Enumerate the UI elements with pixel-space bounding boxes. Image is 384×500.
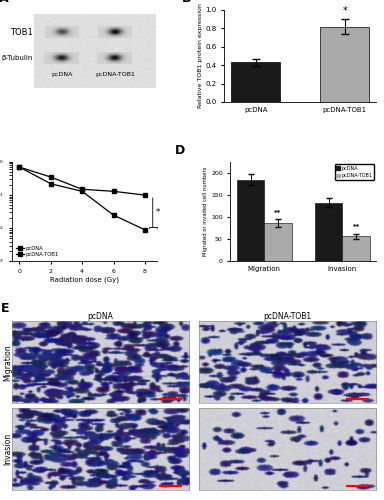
pcDNA	[17, 164, 22, 170]
Bar	[231, 62, 280, 102]
Text: **: **	[275, 210, 281, 216]
pcDNA-TOB1	[48, 180, 53, 186]
pcDNA	[142, 192, 147, 198]
Text: β-Tubulin: β-Tubulin	[2, 55, 33, 61]
pcDNA-TOB1	[80, 188, 84, 194]
Y-axis label: Migration: Migration	[3, 344, 12, 381]
pcDNA	[48, 174, 53, 180]
Bar	[264, 223, 292, 262]
Text: *: *	[343, 6, 347, 16]
pcDNA-TOB1	[142, 227, 147, 233]
Line: pcDNA-TOB1: pcDNA-TOB1	[18, 166, 147, 232]
Text: E: E	[1, 302, 9, 314]
Text: A: A	[0, 0, 9, 6]
pcDNA	[80, 186, 84, 192]
Legend: pcDNA, pcDNA-TOB1: pcDNA, pcDNA-TOB1	[14, 244, 61, 259]
Text: B: B	[182, 0, 191, 6]
Text: TOB1: TOB1	[10, 28, 33, 38]
Bar	[320, 26, 369, 102]
pcDNA-TOB1	[17, 164, 22, 170]
Text: D: D	[175, 144, 185, 157]
Y-axis label: Invasion: Invasion	[3, 433, 12, 465]
Y-axis label: Relative TOB1 protein expression: Relative TOB1 protein expression	[198, 4, 203, 108]
X-axis label: Radiation dose (Gy): Radiation dose (Gy)	[50, 277, 119, 283]
Text: pcDNA-TOB1: pcDNA-TOB1	[95, 72, 135, 76]
Title: pcDNA-TOB1: pcDNA-TOB1	[264, 312, 312, 320]
Bar	[237, 180, 264, 262]
pcDNA-TOB1	[111, 212, 116, 218]
Legend: pcDNA, pcDNA-TOB1: pcDNA, pcDNA-TOB1	[334, 164, 374, 180]
Text: *: *	[156, 208, 160, 217]
pcDNA	[111, 188, 116, 194]
Bar	[315, 202, 343, 262]
Bar	[343, 236, 370, 262]
Text: **: **	[353, 224, 360, 230]
Text: pcDNA: pcDNA	[51, 72, 72, 76]
Y-axis label: Migrated or invaded cell numbers: Migrated or invaded cell numbers	[203, 167, 208, 256]
Title: pcDNA: pcDNA	[87, 312, 113, 320]
Line: pcDNA: pcDNA	[18, 166, 147, 197]
